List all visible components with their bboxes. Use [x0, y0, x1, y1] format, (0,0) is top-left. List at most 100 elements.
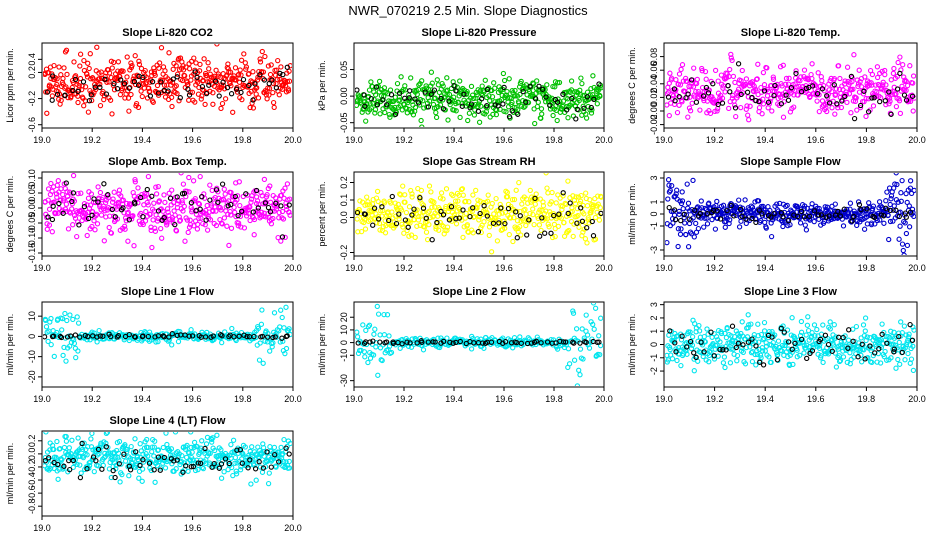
data-point-all	[804, 342, 810, 348]
data-point-all	[542, 86, 548, 93]
data-point-selected	[500, 101, 506, 107]
y-axis-label: degrees C per min.	[5, 176, 15, 253]
data-point-all	[814, 326, 820, 333]
data-point-selected	[705, 90, 712, 96]
data-point-all	[744, 103, 750, 109]
data-point-all	[89, 97, 95, 104]
panel-title: Slope Sample Flow	[740, 156, 841, 168]
data-point-all	[222, 96, 229, 102]
data-point-all	[552, 84, 558, 90]
data-point-all	[667, 70, 673, 76]
data-point-all	[419, 124, 425, 127]
data-point-all	[575, 212, 581, 219]
data-point-all	[106, 224, 112, 231]
data-point-selected	[167, 195, 174, 201]
x-tick-label: 19.0	[33, 394, 51, 404]
data-point-all	[136, 475, 142, 481]
data-point-all	[225, 66, 231, 72]
y-tick-label: 3	[649, 302, 659, 307]
data-point-all	[379, 357, 385, 364]
data-point-all	[691, 368, 697, 374]
data-point-all	[444, 75, 450, 81]
data-point-all	[534, 78, 540, 84]
data-point-all	[212, 447, 218, 454]
y-axis-label: ml/min per min.	[5, 314, 15, 376]
data-point-all	[279, 208, 286, 215]
data-point-all	[259, 307, 265, 313]
data-point-all	[666, 182, 672, 188]
data-point-all	[840, 223, 847, 229]
data-point-selected	[888, 111, 894, 117]
data-point-all	[162, 465, 169, 471]
data-point-all	[836, 358, 843, 365]
data-point-all	[838, 104, 845, 111]
data-point-all	[257, 340, 263, 346]
data-point-all	[109, 65, 115, 71]
data-point-all	[749, 358, 756, 365]
data-point-all	[897, 54, 903, 60]
data-point-all	[669, 183, 675, 189]
data-point-all	[561, 219, 567, 226]
data-point-all	[855, 199, 862, 205]
data-point-all	[722, 89, 728, 95]
data-point-all	[284, 78, 291, 85]
data-point-all	[63, 201, 70, 207]
data-point-all	[687, 329, 693, 335]
data-point-selected	[440, 106, 447, 112]
data-point-selected	[537, 233, 543, 239]
data-point-all	[368, 79, 374, 85]
data-point-all	[504, 194, 511, 200]
data-point-all	[502, 209, 509, 215]
data-point-all	[149, 444, 155, 450]
data-point-selected	[731, 213, 737, 219]
data-point-selected	[428, 91, 434, 97]
data-point-selected	[823, 214, 829, 220]
data-point-all	[436, 227, 442, 233]
data-point-all	[49, 93, 56, 99]
data-point-all	[140, 221, 146, 228]
points-group	[355, 303, 603, 386]
data-point-all	[56, 64, 62, 70]
data-point-selected	[856, 202, 863, 208]
data-point-selected	[406, 95, 412, 101]
data-point-all	[89, 432, 95, 437]
y-axis-label: degrees C per min.	[627, 47, 637, 124]
data-point-all	[518, 232, 524, 238]
data-point-selected	[132, 201, 138, 207]
data-point-selected	[693, 354, 699, 361]
data-point-all	[206, 66, 212, 72]
data-point-all	[276, 92, 282, 98]
data-point-all	[228, 441, 234, 448]
data-point-all	[682, 75, 689, 82]
data-point-all	[395, 201, 401, 208]
data-point-all	[527, 210, 533, 217]
data-point-all	[267, 199, 274, 205]
data-point-selected	[788, 85, 795, 91]
data-point-selected	[826, 100, 833, 106]
data-point-all	[406, 97, 412, 103]
data-point-selected	[44, 89, 51, 95]
data-point-all	[227, 69, 234, 75]
data-point-selected	[520, 88, 526, 95]
data-point-all	[459, 186, 466, 192]
x-tick-label: 19.4	[445, 135, 463, 145]
x-tick-label: 19.6	[184, 263, 202, 273]
plot-frame	[41, 171, 294, 257]
data-point-all	[122, 458, 129, 464]
data-point-all	[355, 334, 361, 340]
data-point-all	[571, 221, 577, 227]
data-point-selected	[177, 95, 183, 101]
data-point-selected	[362, 103, 368, 109]
data-point-all	[249, 444, 255, 450]
data-point-all	[245, 210, 252, 216]
data-point-selected	[246, 82, 252, 89]
x-tick-label: 19.2	[395, 394, 413, 404]
data-point-all	[904, 242, 911, 249]
data-point-all	[270, 99, 277, 106]
data-point-all	[132, 179, 138, 185]
data-point-all	[706, 87, 712, 93]
x-tick-label: 20.0	[595, 135, 613, 145]
data-point-all	[494, 238, 501, 244]
data-point-selected	[896, 213, 902, 220]
data-point-all	[65, 226, 72, 232]
